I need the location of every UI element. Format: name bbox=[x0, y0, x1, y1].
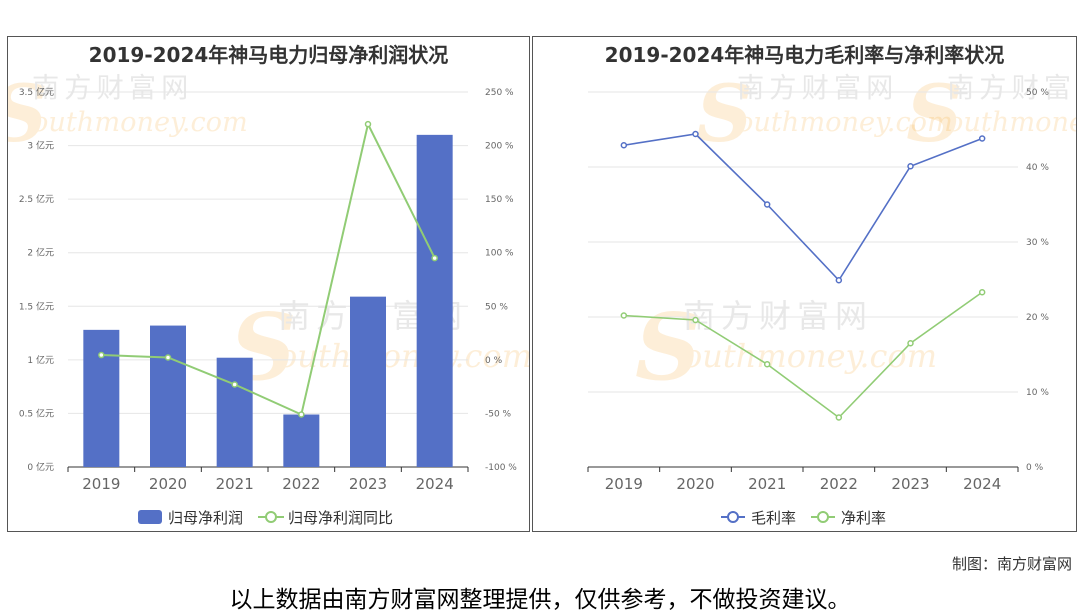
x-tick-label: 2022 bbox=[282, 475, 320, 493]
series-1-point-2024 bbox=[978, 289, 986, 296]
chart-title: 2019-2024年神马电力归母净利润状况 bbox=[88, 43, 449, 67]
legend-bar-swatch bbox=[138, 510, 162, 524]
chart-credit: 制图：南方财富网 bbox=[951, 555, 1072, 573]
y-right-tick-label: 250 % bbox=[485, 88, 514, 98]
y-right-tick-label: 0 % bbox=[485, 356, 503, 366]
bar-2024 bbox=[416, 134, 453, 467]
watermark-s: S bbox=[635, 293, 701, 401]
x-tick-label: 2021 bbox=[748, 475, 786, 493]
x-tick-label: 2023 bbox=[891, 475, 929, 493]
series-line-1 bbox=[623, 291, 983, 419]
y-right-tick-label: 50 % bbox=[1026, 88, 1049, 98]
chart-title: 2019-2024年神马电力毛利率与净利率状况 bbox=[604, 43, 1005, 67]
legend-marker bbox=[817, 511, 829, 523]
x-tick-label: 2021 bbox=[216, 475, 254, 493]
y-right-tick-label: 200 % bbox=[485, 142, 514, 152]
watermark-s: S bbox=[906, 69, 962, 160]
watermark-s: S bbox=[8, 69, 48, 160]
yoy-point-2020 bbox=[164, 354, 172, 361]
series-1-point-2023 bbox=[907, 340, 914, 347]
series-1-point-2022 bbox=[835, 414, 843, 421]
y-right-tick-label: 30 % bbox=[1026, 238, 1049, 248]
legend-label: 归母净利润 bbox=[168, 509, 243, 527]
series-1-point-2021 bbox=[763, 361, 771, 368]
chart-panel-profit: S南方财富网outhmoney.comS南方财富网outhmoney.com0 … bbox=[7, 36, 530, 532]
legend-label: 毛利率 bbox=[751, 509, 796, 527]
profit-chart: S南方财富网outhmoney.comS南方财富网outhmoney.com0 … bbox=[8, 69, 529, 527]
legend-marker bbox=[727, 511, 739, 523]
series-0-point-2022 bbox=[835, 277, 843, 284]
series-0-point-2021 bbox=[763, 201, 771, 208]
y-left-tick-label: 3.5 亿元 bbox=[19, 86, 54, 98]
y-right-tick-label: 100 % bbox=[485, 249, 514, 259]
x-tick-label: 2022 bbox=[820, 475, 858, 493]
legend-label: 归母净利润同比 bbox=[288, 509, 393, 527]
disclaimer-text: 以上数据由南方财富网整理提供，仅供参考，不做投资建议。 bbox=[229, 587, 851, 613]
bar-2023 bbox=[350, 296, 386, 467]
x-tick-label: 2024 bbox=[416, 475, 454, 493]
series-0-point-2024 bbox=[978, 135, 986, 142]
y-right-tick-label: 40 % bbox=[1026, 163, 1049, 173]
yoy-point-2022 bbox=[298, 411, 305, 418]
y-right-tick-label: 0 % bbox=[1026, 463, 1044, 473]
bar-2019 bbox=[83, 329, 120, 467]
y-left-tick-label: 2 亿元 bbox=[27, 247, 54, 259]
y-right-tick-label: 50 % bbox=[485, 302, 508, 312]
x-tick-label: 2020 bbox=[149, 475, 187, 493]
series-1-point-2020 bbox=[692, 316, 699, 324]
x-tick-label: 2024 bbox=[963, 475, 1001, 493]
y-left-tick-label: 0 亿元 bbox=[27, 461, 54, 473]
watermark-en: outhmoney.com bbox=[947, 107, 1076, 138]
y-right-tick-label: 150 % bbox=[485, 195, 514, 205]
legend-label: 净利率 bbox=[841, 509, 886, 527]
watermark-en: outhmoney.com bbox=[278, 337, 529, 375]
y-left-tick-label: 3 亿元 bbox=[27, 140, 54, 152]
legend-marker bbox=[265, 511, 277, 523]
watermark-cn: 南方财富网 bbox=[32, 73, 193, 104]
bar-2021 bbox=[216, 357, 253, 467]
x-tick-label: 2019 bbox=[82, 475, 120, 493]
yoy-point-2019 bbox=[98, 351, 105, 359]
y-right-tick-label: -50 % bbox=[485, 409, 512, 419]
y-right-tick-label: -100 % bbox=[485, 463, 517, 473]
bar-2020 bbox=[150, 325, 186, 467]
y-right-tick-label: 20 % bbox=[1026, 313, 1049, 323]
x-tick-label: 2020 bbox=[676, 475, 714, 493]
margin-chart: S南方财富网outhmoney.comS南方财富网outhmoney.comS南… bbox=[587, 69, 1076, 527]
series-0-point-2019 bbox=[620, 142, 628, 149]
y-left-tick-label: 1 亿元 bbox=[27, 354, 54, 366]
chart-panel-margin: S南方财富网outhmoney.comS南方财富网outhmoney.comS南… bbox=[532, 36, 1077, 532]
y-left-tick-label: 1.5 亿元 bbox=[19, 300, 54, 312]
yoy-point-2021 bbox=[231, 381, 238, 388]
watermark-cn: 南方财富网 bbox=[683, 297, 873, 335]
y-right-tick-label: 10 % bbox=[1026, 388, 1049, 398]
yoy-point-2024 bbox=[431, 254, 438, 262]
watermark-cn: 南方财富网 bbox=[737, 73, 898, 104]
series-0-point-2023 bbox=[907, 163, 914, 170]
series-0-point-2020 bbox=[692, 130, 699, 138]
x-tick-label: 2023 bbox=[349, 475, 387, 493]
series-1-point-2019 bbox=[620, 312, 628, 319]
yoy-growth-line bbox=[101, 121, 436, 416]
y-left-tick-label: 0.5 亿元 bbox=[19, 407, 54, 419]
y-left-tick-label: 2.5 亿元 bbox=[19, 193, 54, 205]
bar-2022 bbox=[283, 414, 320, 467]
watermark-en: outhmoney.com bbox=[32, 107, 248, 138]
x-tick-label: 2019 bbox=[605, 475, 643, 493]
yoy-point-2023 bbox=[364, 120, 372, 128]
watermark-en: outhmoney.com bbox=[737, 107, 953, 138]
watermark-cn: 南方财富网 bbox=[947, 73, 1076, 104]
watermark-en: outhmoney.com bbox=[683, 337, 937, 375]
series-line-0 bbox=[623, 133, 983, 282]
